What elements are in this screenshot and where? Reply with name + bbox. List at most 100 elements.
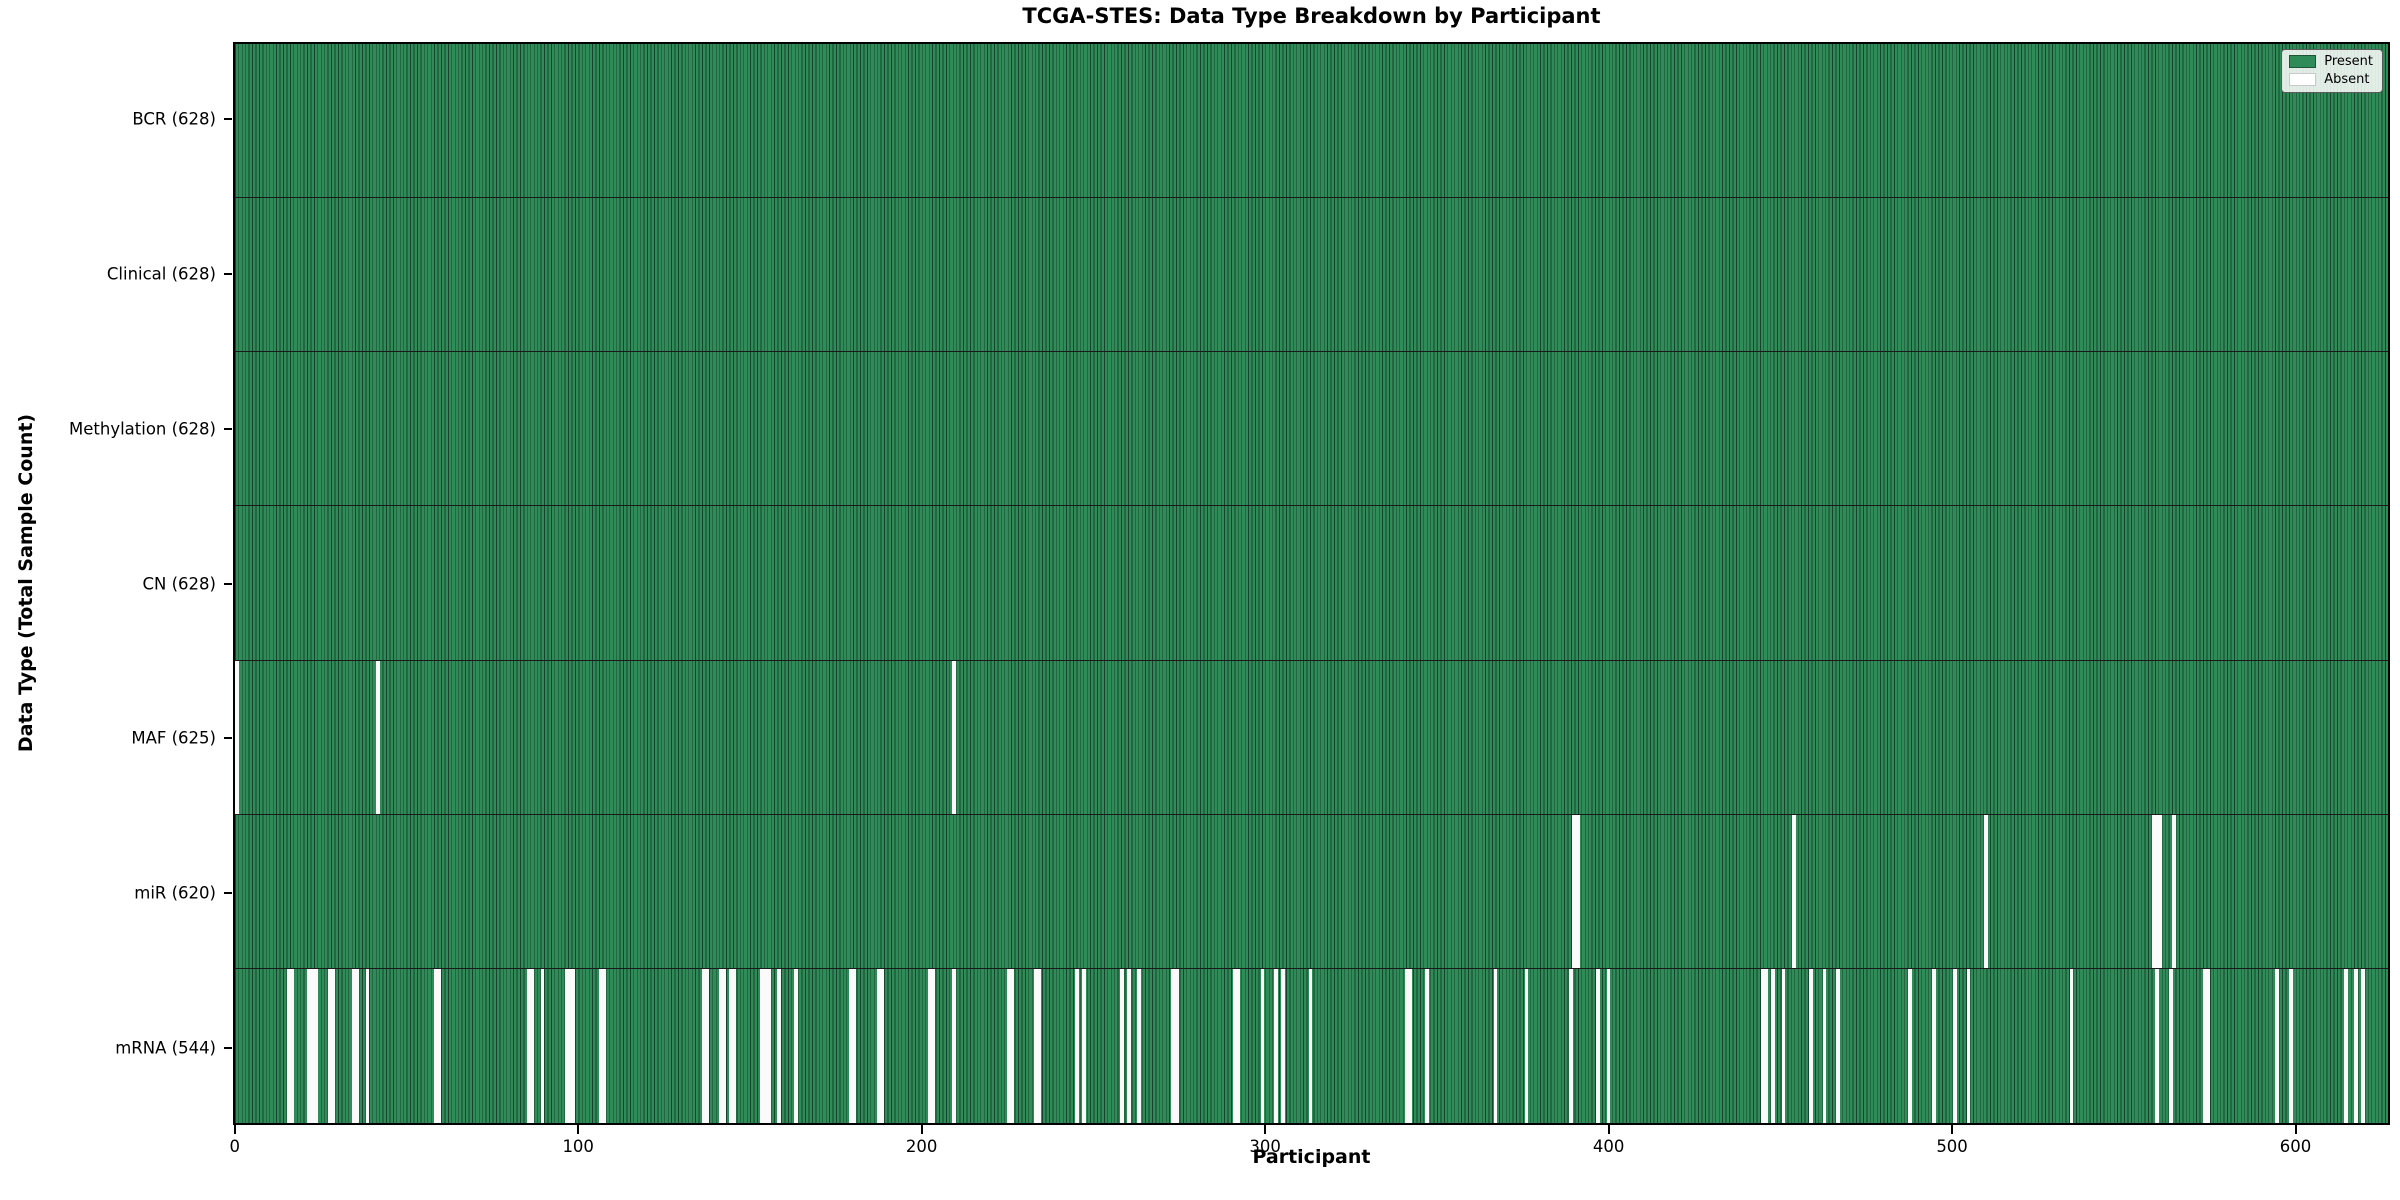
absent-mark (355, 968, 360, 1123)
absent-mark (763, 968, 768, 1123)
absent-mark (314, 968, 318, 1123)
absent-mark (352, 968, 356, 1123)
absent-mark (365, 968, 370, 1123)
x-tick-mark (2294, 1125, 2297, 1134)
absent-mark (1809, 968, 1813, 1123)
row-separator-line (235, 197, 2388, 199)
legend-item-present: Present (2289, 55, 2373, 68)
heatmap-row-mrna (235, 968, 2388, 1123)
row-separator-line (235, 659, 2388, 661)
absent-mark (1010, 968, 1014, 1123)
absent-mark (567, 968, 572, 1123)
x-tick-label: 200 (905, 1137, 938, 1156)
legend-item-absent: Absent (2289, 73, 2373, 86)
y-tick-mark (224, 891, 232, 894)
absent-mark (1274, 968, 1278, 1123)
absent-mark (1308, 968, 1313, 1123)
absent-mark (1233, 968, 1237, 1123)
absent-mark (2343, 968, 2348, 1123)
absent-mark (2158, 814, 2163, 969)
absent-mark (1404, 968, 1409, 1123)
x-tick-mark (577, 1125, 580, 1134)
absent-mark (2203, 968, 2208, 1123)
absent-mark (766, 968, 771, 1123)
row-separator-line (235, 813, 2388, 815)
absent-mark (705, 968, 709, 1123)
absent-mark (1425, 968, 1429, 1123)
y-tick-mark (224, 582, 232, 585)
y-tick-mark (224, 737, 232, 740)
absent-mark (794, 968, 798, 1123)
plot-area: Present Absent (233, 42, 2390, 1125)
absent-mark (1575, 814, 1580, 969)
absent-mark (951, 660, 956, 815)
absent-mark (2354, 968, 2358, 1123)
heatmap-row-maf (235, 660, 2388, 815)
y-tick-label: CN (628) (142, 574, 216, 593)
absent-mark (951, 968, 956, 1123)
y-tick-label: BCR (628) (132, 109, 216, 129)
x-tick-mark (920, 1125, 923, 1134)
absent-mark (701, 968, 706, 1123)
legend-present-label: Present (2324, 54, 2373, 69)
absent-mark (1075, 968, 1080, 1123)
heatmap-row-clinical (235, 198, 2388, 353)
absent-mark (2361, 968, 2365, 1123)
absent-mark (1082, 968, 1086, 1123)
x-tick-mark (1607, 1125, 1610, 1134)
absent-mark (1966, 968, 1971, 1123)
absent-mark (307, 968, 312, 1123)
absent-mark (2069, 968, 2074, 1123)
absent-mark (437, 968, 442, 1123)
y-tick-label: Methylation (628) (69, 419, 216, 439)
absent-mark (598, 968, 603, 1123)
x-axis-label: Participant (1252, 1146, 1371, 1168)
x-tick-mark (1951, 1125, 1954, 1134)
row-separator-line (235, 967, 2388, 969)
absent-mark (1836, 968, 1841, 1123)
absent-mark (1764, 968, 1769, 1123)
absent-mark (2289, 968, 2293, 1123)
heatmap-row-methylation (235, 352, 2388, 507)
x-tick-label: 300 (1249, 1137, 1281, 1156)
absent-mark (876, 968, 881, 1123)
absent-mark (722, 968, 726, 1123)
absent-mark (2206, 968, 2211, 1123)
absent-mark (2151, 814, 2156, 969)
absent-mark (2172, 814, 2177, 969)
absent-mark (759, 968, 764, 1123)
absent-mark (376, 660, 380, 815)
absent-mark (530, 968, 534, 1123)
absent-mark (1791, 814, 1796, 969)
absent-mark (2169, 968, 2173, 1123)
y-tick-label: Clinical (628) (106, 264, 216, 284)
absent-mark (852, 968, 857, 1123)
absent-mark (927, 968, 932, 1123)
absent-mark (434, 968, 438, 1123)
absent-mark (1119, 968, 1124, 1123)
absent-mark (310, 968, 315, 1123)
absent-mark (328, 968, 332, 1123)
absent-mark (1781, 968, 1786, 1123)
absent-mark (1174, 968, 1179, 1123)
absent-swatch-icon (2289, 73, 2317, 86)
y-tick-mark (224, 1046, 232, 1049)
absent-mark (540, 968, 545, 1123)
absent-mark (1761, 968, 1765, 1123)
absent-mark (718, 968, 723, 1123)
absent-mark (2155, 814, 2160, 969)
absent-mark (849, 968, 853, 1123)
y-tick-label: mRNA (544) (115, 1038, 216, 1058)
absent-mark (286, 968, 291, 1123)
absent-mark (1953, 968, 1957, 1123)
absent-mark (1260, 968, 1265, 1123)
absent-mark (1771, 968, 1776, 1123)
x-tick-label: 600 (2279, 1137, 2312, 1156)
absent-mark (879, 968, 884, 1123)
y-tick-label: miR (620) (134, 883, 216, 903)
x-tick-label: 100 (562, 1137, 594, 1156)
absent-mark (1171, 968, 1176, 1123)
y-tick-mark (224, 273, 232, 276)
y-tick-mark (224, 118, 232, 121)
absent-mark (1236, 968, 1241, 1123)
